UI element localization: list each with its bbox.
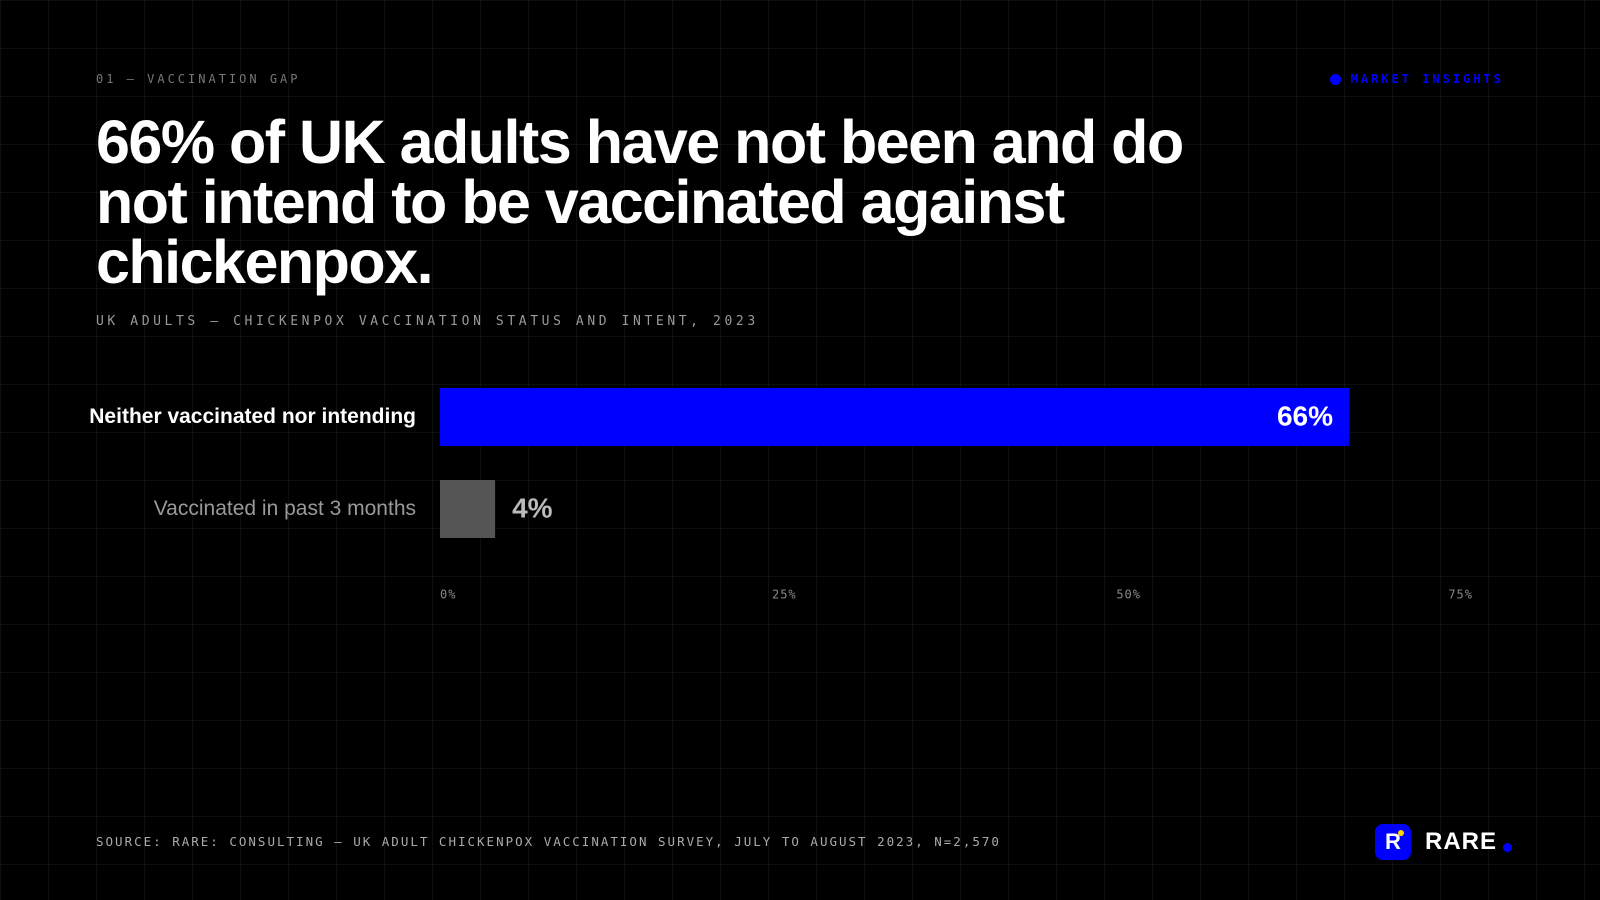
x-tick-label: 75%: [1448, 588, 1473, 602]
brand: R RARE: [1375, 824, 1513, 860]
logo-dot: [1398, 830, 1404, 836]
bar: [440, 388, 1350, 446]
x-tick-label: 50%: [1116, 588, 1141, 602]
tag-dot: [1329, 73, 1341, 85]
x-tick-label: 25%: [772, 588, 797, 602]
logo-letter: R: [1385, 829, 1401, 854]
category-label: Neither vaccinated nor intending: [89, 405, 416, 428]
brand-name: RARE: [1425, 828, 1498, 855]
value-label: 4%: [512, 492, 553, 523]
x-tick-label: 0%: [440, 588, 456, 602]
logo: R: [1375, 824, 1411, 860]
value-label: 66%: [1277, 400, 1333, 431]
tag-text: MARKET INSIGHTS: [1350, 72, 1504, 86]
chart-subtitle: UK ADULTS — CHICKENPOX VACCINATION STATU…: [96, 314, 759, 329]
eyebrow: 01 — VACCINATION GAP: [96, 72, 301, 86]
category-label: Vaccinated in past 3 months: [153, 497, 416, 520]
chart-title: 66% of UK adults have not been and do no…: [96, 108, 1184, 296]
tag: MARKET INSIGHTS: [1329, 72, 1504, 86]
brand-dot: [1503, 842, 1513, 852]
bar: [440, 480, 496, 538]
source: SOURCE: RARE: CONSULTING — UK ADULT CHIC…: [96, 834, 1001, 849]
